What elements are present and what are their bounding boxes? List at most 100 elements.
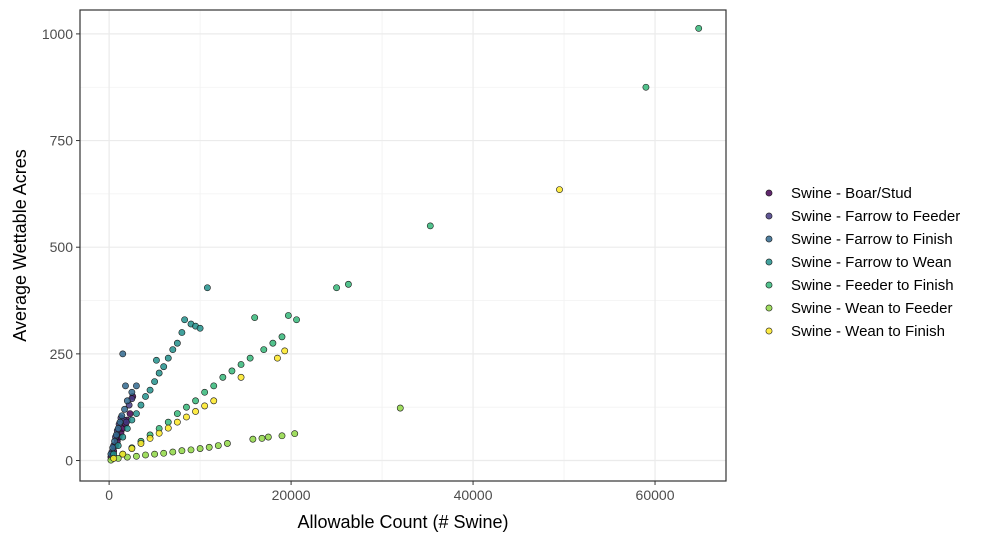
data-point	[345, 280, 352, 288]
data-point	[237, 373, 245, 381]
legend-label: Swine - Feeder to Finish	[791, 277, 954, 294]
x-tick-label: 20000	[272, 487, 311, 503]
data-point	[228, 367, 236, 375]
legend-label: Swine - Wean to Finish	[791, 323, 945, 340]
data-point	[196, 445, 204, 452]
data-point	[119, 450, 127, 458]
data-point	[278, 333, 286, 341]
grid-layer	[80, 10, 726, 481]
data-point	[142, 393, 149, 400]
data-point	[123, 425, 131, 432]
x-axis-title: Allowable Count (# Swine)	[297, 512, 508, 532]
data-point	[249, 435, 257, 443]
y-tick-label: 250	[50, 346, 74, 362]
data-point	[642, 83, 650, 91]
data-point	[116, 418, 124, 426]
x-tick-label: 0	[105, 487, 113, 503]
data-point	[128, 445, 136, 452]
data-point	[695, 24, 703, 32]
data-point	[133, 452, 140, 460]
data-point	[155, 369, 163, 377]
data-point	[133, 410, 140, 417]
data-point	[196, 324, 204, 332]
data-point	[169, 346, 177, 353]
panel-border	[79, 9, 727, 482]
legend-key	[765, 258, 773, 266]
data-point	[214, 442, 222, 449]
data-point	[137, 440, 145, 447]
data-point	[151, 378, 159, 385]
x-tick-label: 40000	[454, 487, 493, 503]
data-point	[160, 363, 168, 371]
data-point	[151, 450, 159, 458]
data-point	[173, 418, 181, 426]
legend-key	[765, 304, 773, 312]
data-point	[137, 401, 145, 409]
data-point	[114, 442, 122, 449]
data-point	[169, 448, 177, 456]
data-point	[119, 350, 127, 358]
data-point	[123, 397, 131, 405]
data-point	[122, 382, 129, 390]
data-point	[142, 451, 149, 459]
data-point	[164, 354, 172, 362]
data-point	[187, 446, 195, 454]
data-point	[181, 316, 189, 324]
y-tick-label: 500	[50, 239, 74, 255]
data-point	[160, 449, 168, 457]
data-point	[278, 432, 286, 440]
data-point	[293, 316, 300, 324]
data-point	[126, 410, 134, 417]
legend-label: Swine - Wean to Feeder	[791, 300, 952, 317]
data-point	[426, 222, 434, 230]
data-point	[133, 382, 140, 390]
data-point	[183, 413, 190, 421]
x-tick-label: 60000	[636, 487, 675, 503]
data-point	[128, 416, 136, 424]
data-point	[192, 408, 199, 415]
legend-key	[765, 212, 773, 220]
data-point	[146, 386, 154, 394]
legend-key	[765, 235, 773, 243]
data-point	[219, 373, 227, 381]
data-point	[246, 354, 254, 362]
legend-key	[765, 327, 773, 335]
y-tick-label: 0	[65, 453, 73, 469]
y-tick-label: 1000	[42, 26, 73, 42]
ticks-layer: 0 20000 40000 60000 0 250 500 750 1000	[42, 26, 675, 503]
data-point	[164, 418, 172, 426]
legend-key	[765, 189, 773, 197]
data-point	[274, 354, 281, 362]
legend-label: Swine - Farrow to Finish	[791, 231, 953, 248]
data-point	[223, 440, 231, 447]
data-point	[112, 431, 120, 439]
y-axis-title: Average Wettable Acres	[10, 149, 30, 341]
data-point	[121, 405, 128, 413]
data-point	[201, 388, 209, 396]
legend: Swine - Boar/Stud Swine - Farrow to Feede…	[765, 185, 960, 340]
data-point	[173, 410, 181, 417]
data-point	[164, 424, 172, 432]
data-point	[205, 443, 213, 451]
data-point	[111, 437, 118, 445]
data-point	[178, 329, 186, 336]
data-point	[264, 433, 272, 441]
data-point	[178, 447, 186, 455]
data-point	[269, 339, 277, 347]
data-point	[284, 312, 292, 319]
data-point	[173, 339, 181, 347]
data-point	[333, 284, 340, 292]
points-layer	[107, 24, 703, 464]
data-point	[114, 425, 122, 432]
data-point	[251, 314, 259, 322]
data-point	[210, 397, 218, 405]
data-point	[258, 434, 266, 442]
data-point	[119, 433, 127, 441]
data-point	[110, 454, 118, 462]
data-point	[183, 403, 190, 411]
data-point	[153, 356, 160, 364]
legend-label: Swine - Farrow to Feeder	[791, 208, 960, 225]
data-point	[201, 402, 209, 410]
